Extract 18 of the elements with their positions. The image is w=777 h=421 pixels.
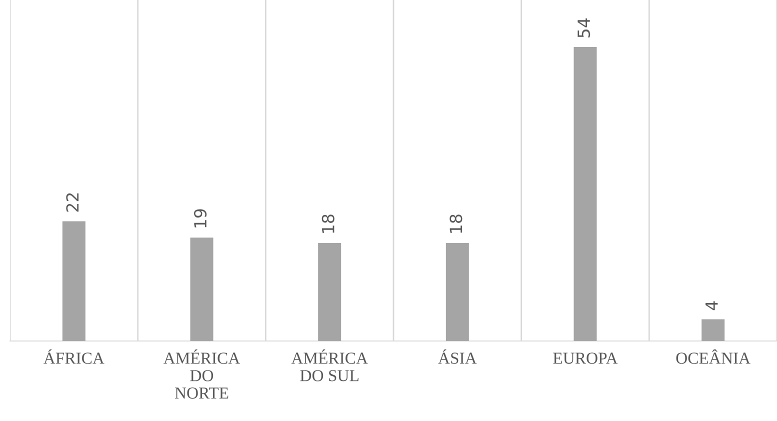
- x-tick-label: ÁSIA: [438, 349, 477, 364]
- bar: [574, 47, 597, 341]
- data-label: 22: [66, 193, 79, 212]
- x-tick-label: OCEÂNIA: [676, 349, 750, 364]
- data-label: 4: [706, 301, 718, 310]
- data-label: 18: [450, 214, 462, 233]
- x-tick-label: AMÉRICA DO NORTE: [163, 349, 240, 399]
- x-tick-label: ÁFRICA: [44, 349, 104, 364]
- data-label: 19: [194, 209, 207, 228]
- x-tick-label: EUROPA: [553, 352, 618, 364]
- bar: [318, 243, 342, 341]
- x-tick-label: AMÉRICA DO SUL: [291, 349, 368, 382]
- bar: [446, 243, 469, 341]
- bar: [702, 319, 725, 341]
- bar: [62, 221, 86, 341]
- data-label: 18: [322, 214, 334, 233]
- bar: [190, 238, 214, 341]
- data-label: 54: [578, 18, 590, 38]
